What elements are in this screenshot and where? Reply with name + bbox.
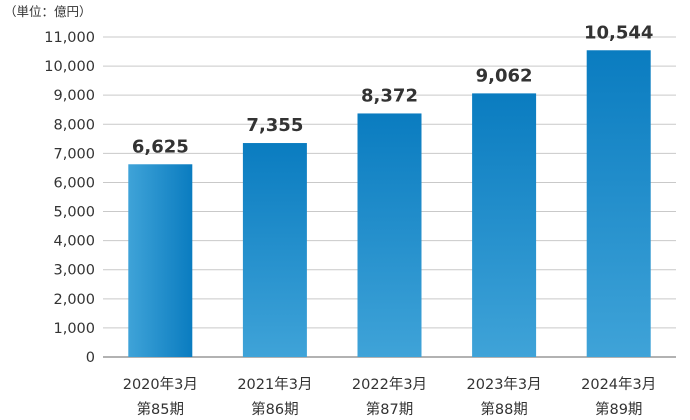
- y-tick-label: 5,000: [53, 205, 95, 221]
- y-tick-label: 3,000: [53, 263, 95, 279]
- bar-value-label: 10,544: [584, 22, 653, 43]
- data-labels: 6,625 7,355 8,372 9,062 10,544: [132, 22, 654, 157]
- x-tick-label-date: 2022年3月: [352, 376, 427, 393]
- x-tick-label-period: 第87期: [366, 400, 413, 418]
- x-tick-label-period: 第85期: [137, 400, 184, 418]
- x-tick-label-date: 2021年3月: [237, 376, 312, 393]
- bar-value-label: 6,625: [132, 136, 189, 157]
- x-tick-label-period: 第88期: [480, 400, 527, 418]
- bar: [242, 143, 307, 357]
- x-tick-label-date: 2020年3月: [123, 376, 198, 393]
- bars: [128, 50, 651, 358]
- bar-value-label: 7,355: [246, 115, 303, 136]
- unit-label: （単位：億円）: [4, 4, 92, 19]
- y-tick-label: 7,000: [53, 146, 95, 162]
- y-tick-label: 0: [86, 350, 95, 366]
- y-tick-label: 1,000: [53, 321, 95, 337]
- y-tick-label: 8,000: [53, 117, 95, 133]
- y-tick-label: 4,000: [53, 234, 95, 250]
- bar-value-label: 8,372: [361, 85, 418, 106]
- x-tick-label-date: 2024年3月: [581, 376, 656, 393]
- y-tick-label: 2,000: [53, 292, 95, 308]
- y-tick-label: 10,000: [44, 59, 95, 75]
- x-tick-label-date: 2023年3月: [467, 376, 542, 393]
- bar: [586, 50, 651, 358]
- y-tick-label: 9,000: [53, 88, 95, 104]
- bar: [128, 164, 193, 357]
- y-tick-label: 6,000: [53, 175, 95, 191]
- x-tick-label-period: 第86期: [251, 400, 298, 418]
- y-tick-label: 11,000: [44, 30, 95, 46]
- bar: [357, 113, 422, 357]
- y-axis-ticks: 0 1,000 2,000 3,000 4,000 5,000 6,000 7,000 8,00…: [44, 30, 95, 366]
- bar: [472, 93, 537, 358]
- x-tick-label-period: 第89期: [595, 400, 642, 418]
- bar-value-label: 9,062: [476, 65, 533, 86]
